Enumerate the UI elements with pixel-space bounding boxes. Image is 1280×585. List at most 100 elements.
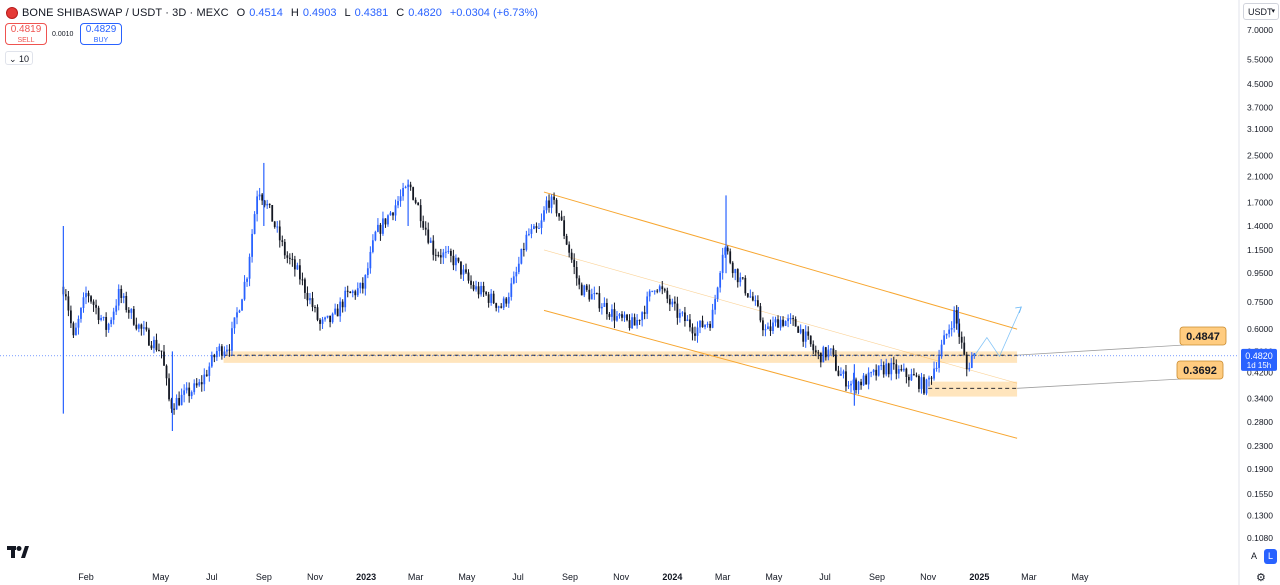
candle-body	[296, 265, 299, 270]
currency-select[interactable]: USDT ▾	[1243, 3, 1279, 20]
open-value: 0.4514	[249, 7, 283, 19]
candle-body	[726, 247, 729, 252]
candle-body	[256, 196, 259, 215]
candle-body	[767, 326, 769, 330]
candle-body	[563, 220, 566, 236]
candle-body	[875, 369, 878, 376]
y-tick-label: 0.1300	[1247, 510, 1273, 520]
candle-body	[694, 333, 696, 336]
candle-body	[631, 317, 633, 329]
candle-body	[392, 212, 394, 216]
candle-body	[427, 229, 430, 243]
log-scale-button[interactable]: L	[1264, 549, 1277, 564]
close-value: 0.4820	[408, 7, 442, 19]
candle-body	[527, 233, 530, 235]
candle-body	[840, 373, 842, 376]
candle-body	[794, 319, 797, 327]
candle-body	[329, 315, 331, 323]
candle-body	[784, 321, 787, 326]
sell-price: 0.4819	[10, 24, 42, 35]
auto-scale-button[interactable]: A	[1250, 551, 1257, 561]
candle-body	[774, 319, 777, 323]
candle-body	[515, 272, 518, 277]
buy-button[interactable]: 0.4829 BUY	[80, 23, 122, 45]
candle-body	[578, 278, 581, 285]
candle-body	[67, 296, 70, 311]
candle-body	[301, 279, 304, 281]
candle-body	[115, 305, 118, 312]
candle-body	[371, 240, 374, 252]
candle-body	[870, 372, 873, 374]
candle-body	[804, 331, 807, 342]
candle-body	[600, 306, 603, 309]
candle-body	[573, 259, 576, 267]
candle-body	[676, 303, 679, 318]
candle-body	[314, 307, 316, 309]
candle-body	[538, 227, 540, 229]
level-label-1: 0.3692	[1183, 365, 1217, 377]
x-tick-label: May	[152, 572, 170, 582]
candle-body	[110, 319, 113, 324]
candle-body	[943, 335, 946, 345]
candle-body	[759, 306, 762, 321]
candle-body	[842, 371, 845, 374]
candle-body	[223, 351, 226, 356]
candle-body	[877, 365, 880, 376]
symbol-title[interactable]: BONE SHIBASWAP / USDT · 3D · MEXC	[22, 7, 229, 19]
candle-body	[963, 342, 966, 355]
y-tick-label: 1.4000	[1247, 221, 1273, 231]
candle-body	[603, 302, 606, 307]
candle-body	[606, 302, 608, 315]
candle-body	[756, 300, 759, 307]
candle-body	[681, 312, 684, 314]
candle-body	[520, 248, 523, 264]
projection-arrowhead	[1015, 306, 1022, 314]
candle-body	[646, 296, 649, 314]
candle-body	[220, 346, 223, 356]
candle-body	[862, 375, 865, 386]
candle-body	[402, 187, 404, 197]
last-price-countdown: 1d 15h	[1247, 361, 1271, 370]
x-tick-label: Feb	[78, 572, 94, 582]
candle-body	[613, 309, 616, 321]
candle-body	[117, 288, 120, 306]
candle-body	[741, 277, 744, 279]
gear-icon[interactable]: ⚙	[1256, 572, 1266, 584]
candle-body	[933, 368, 935, 379]
candle-body	[817, 352, 820, 354]
x-tick-label: Sep	[869, 572, 885, 582]
candle-body	[897, 368, 900, 374]
sell-button[interactable]: 0.4819 SELL	[5, 23, 47, 45]
candle-body	[973, 353, 976, 356]
candle-body	[739, 277, 742, 283]
candle-body	[550, 196, 553, 208]
tradingview-logo-icon[interactable]	[7, 546, 29, 561]
candle-body	[736, 269, 739, 283]
candle-body	[958, 323, 961, 337]
candle-body	[467, 272, 470, 281]
candle-body	[658, 286, 661, 291]
candle-body	[860, 381, 862, 386]
candle-body	[457, 257, 460, 262]
candle-body	[195, 383, 198, 386]
candle-body	[769, 326, 772, 331]
candle-body	[180, 394, 183, 406]
candle-body	[334, 308, 337, 314]
candle-body	[588, 289, 591, 300]
candle-body	[228, 349, 231, 351]
x-tick-label: May	[765, 572, 783, 582]
candle-body	[422, 221, 425, 228]
candle-body	[847, 385, 850, 387]
candle-body	[236, 312, 238, 318]
candle-body	[950, 328, 953, 330]
interval-button[interactable]: ⌄ 10	[5, 51, 33, 65]
candle-body	[955, 310, 958, 324]
level-label-box-1	[1176, 360, 1224, 380]
candle-body	[671, 301, 674, 305]
candle-body	[387, 215, 389, 225]
candle-body	[148, 329, 150, 346]
candle-body	[648, 291, 651, 297]
candle-body	[704, 324, 706, 328]
